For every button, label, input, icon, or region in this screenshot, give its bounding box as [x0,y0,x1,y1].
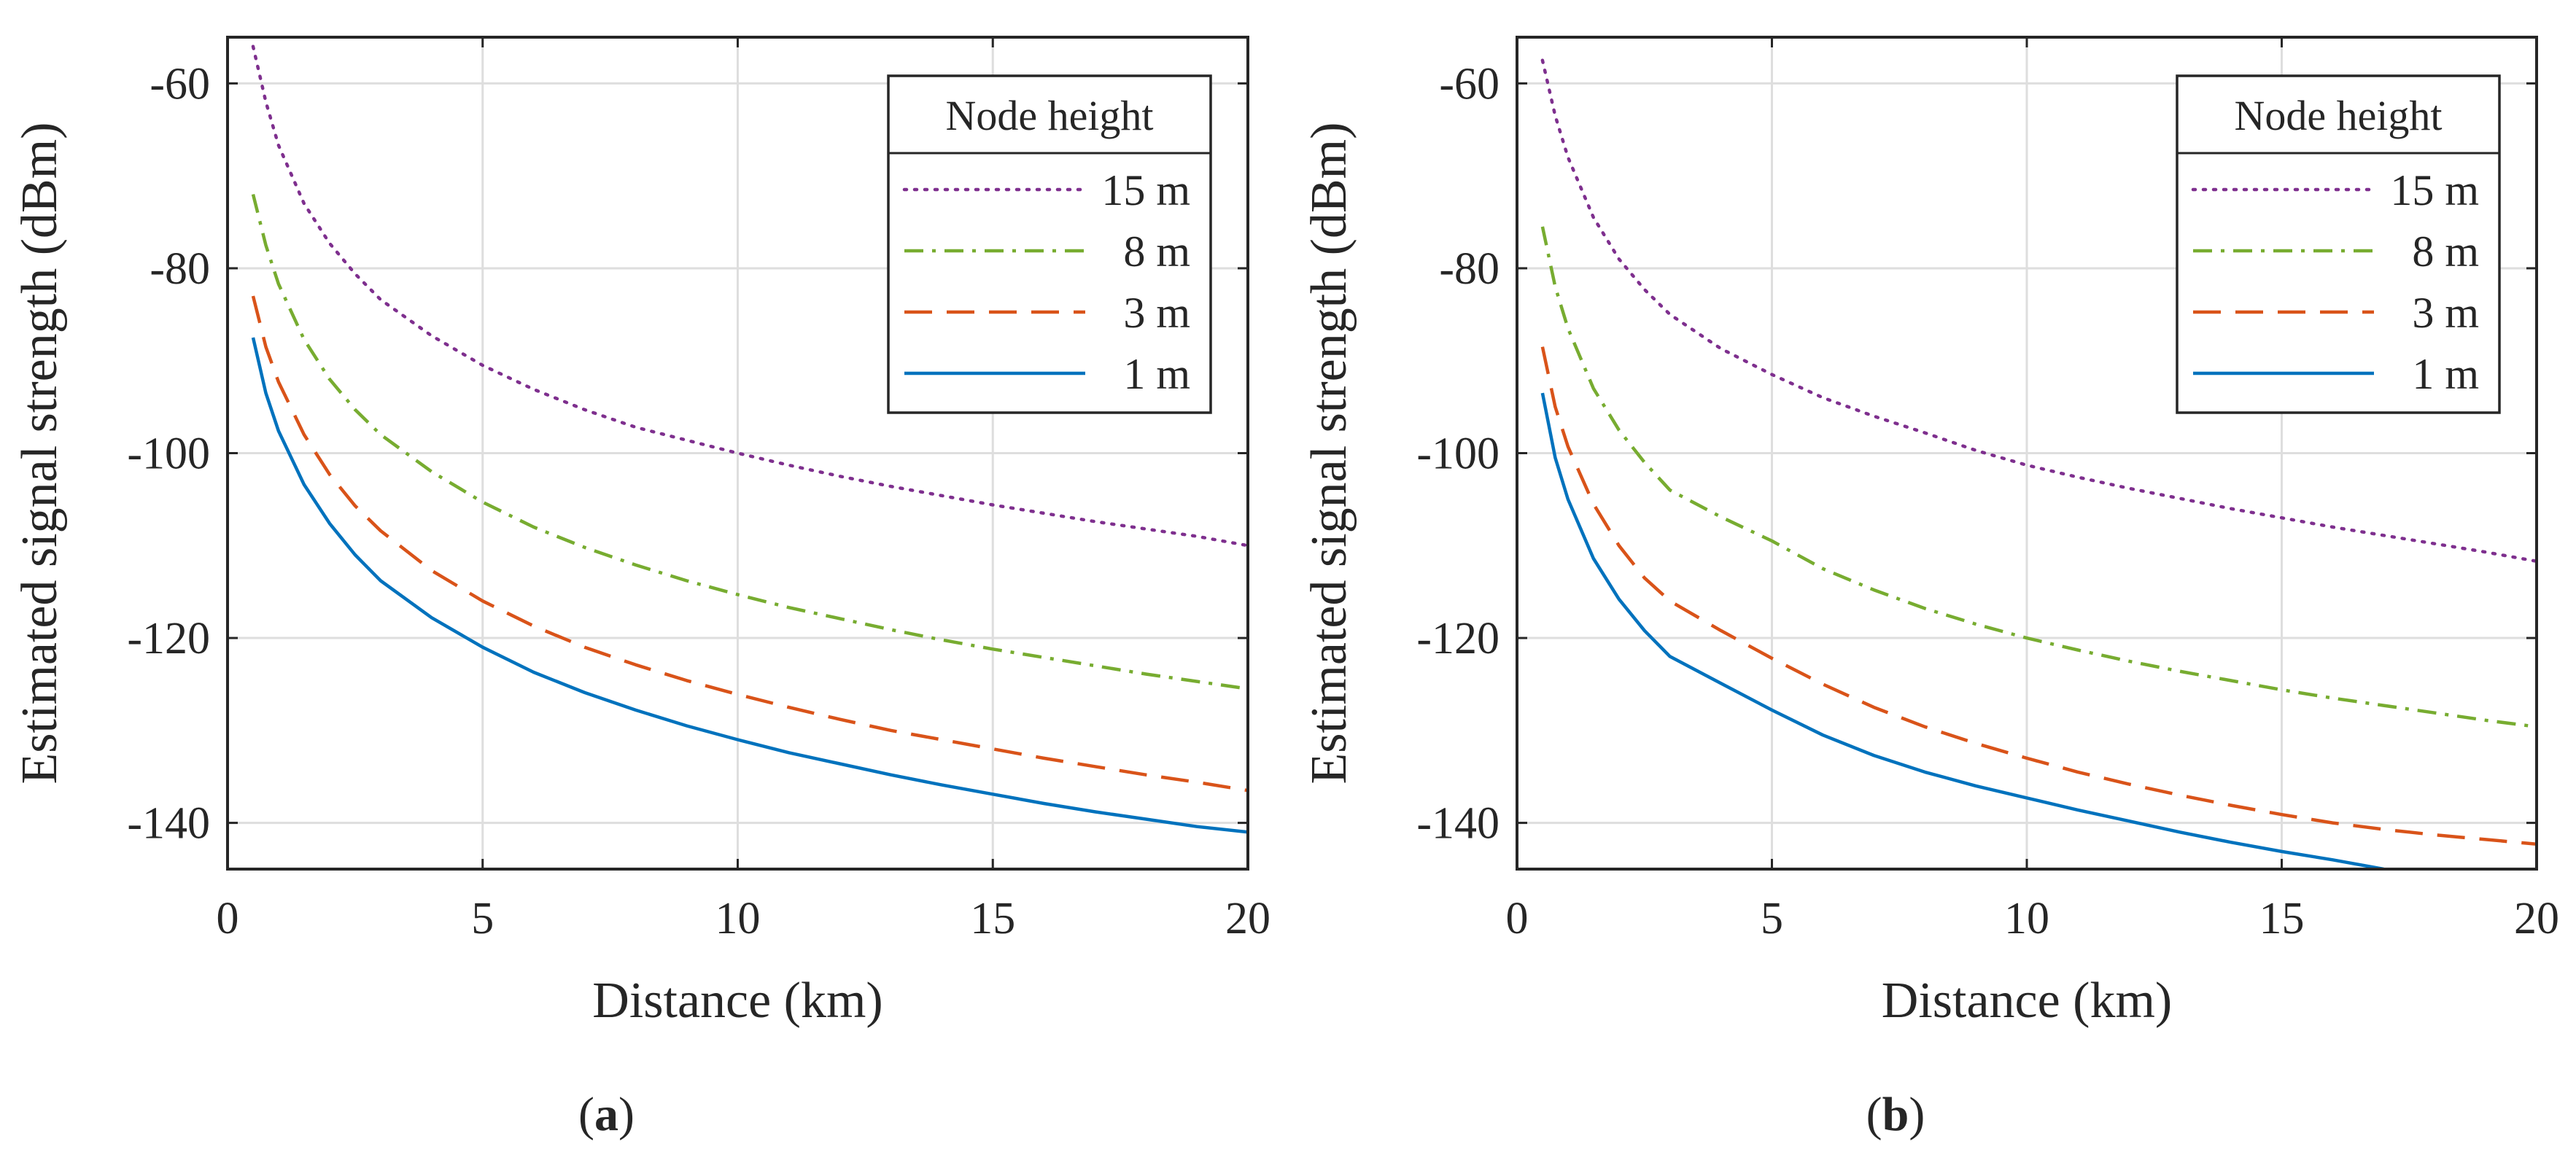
legend-title: Node height [2234,92,2442,139]
x-tick-label: 15 [970,894,1015,943]
legend-label-15m: 15 m [1101,166,1190,214]
y-tick-label: -100 [1416,429,1500,479]
series-group [251,44,1248,834]
legend-title: Node height [945,92,1153,139]
y-tick-label: -100 [127,429,210,479]
chart-panel-a: 0 5 10 15 20 -60 -80 -100 -120 -140 Distance (km) E… [12,36,1270,1141]
x-tick-label: 10 [715,894,761,943]
x-tick-label: 0 [217,894,239,943]
x-tick-label: 5 [1761,894,1783,943]
legend-label-3m: 3 m [1123,289,1190,337]
panel-label: (b) [1866,1088,1925,1141]
y-tick-label: -140 [1416,799,1500,849]
legend-label-3m: 3 m [2412,289,2479,337]
x-tick-label: 0 [1506,894,1529,943]
y-axis-label: Estimated signal strength (dBm) [1301,122,1357,785]
series-group [1540,58,2537,869]
series-line-15m [1540,58,2537,564]
legend-label-1m: 1 m [1123,350,1190,398]
legend-box [2176,74,2501,414]
legend-box [887,74,1212,414]
y-axis-label: Estimated signal strength (dBm) [12,122,68,785]
panel-label: (a) [578,1088,635,1141]
series-line-3m [251,295,1248,793]
y-tick-label: -120 [1416,614,1500,663]
legend-label-8m: 8 m [2412,227,2479,276]
x-tick-label: 20 [1225,894,1270,943]
legend-label-8m: 8 m [1123,227,1190,276]
series-line-3m [1540,346,2537,846]
legend-label-1m: 1 m [2412,350,2479,398]
series-line-8m [251,193,1248,691]
x-tick-label: 15 [2259,894,2305,943]
y-tick-label: -60 [1439,59,1500,109]
chart-panel-b: 0 5 10 15 20 -60 -80 -100 -120 -140 Distance (km) E… [1301,36,2559,1141]
y-tick-label: -80 [150,244,210,294]
x-tick-label: 5 [471,894,494,943]
legend: Node height 15 m 8 m 3 m 1 m [887,74,1212,414]
x-axis-label: Distance (km) [1882,973,2172,1029]
y-tick-label: -120 [127,614,210,663]
x-axis-label: Distance (km) [592,973,882,1029]
legend: Node height 15 m 8 m 3 m 1 m [2176,74,2501,414]
y-tick-label: -140 [127,799,210,849]
series-line-8m [1540,226,2537,729]
x-tick-label: 10 [2004,894,2049,943]
legend-label-15m: 15 m [2390,166,2479,214]
series-line-1m [1540,392,2384,869]
series-line-1m [251,337,1248,834]
x-tick-label: 20 [2514,894,2559,943]
y-tick-label: -80 [1439,244,1500,294]
y-tick-label: -60 [150,59,210,109]
series-line-15m [251,44,1248,548]
